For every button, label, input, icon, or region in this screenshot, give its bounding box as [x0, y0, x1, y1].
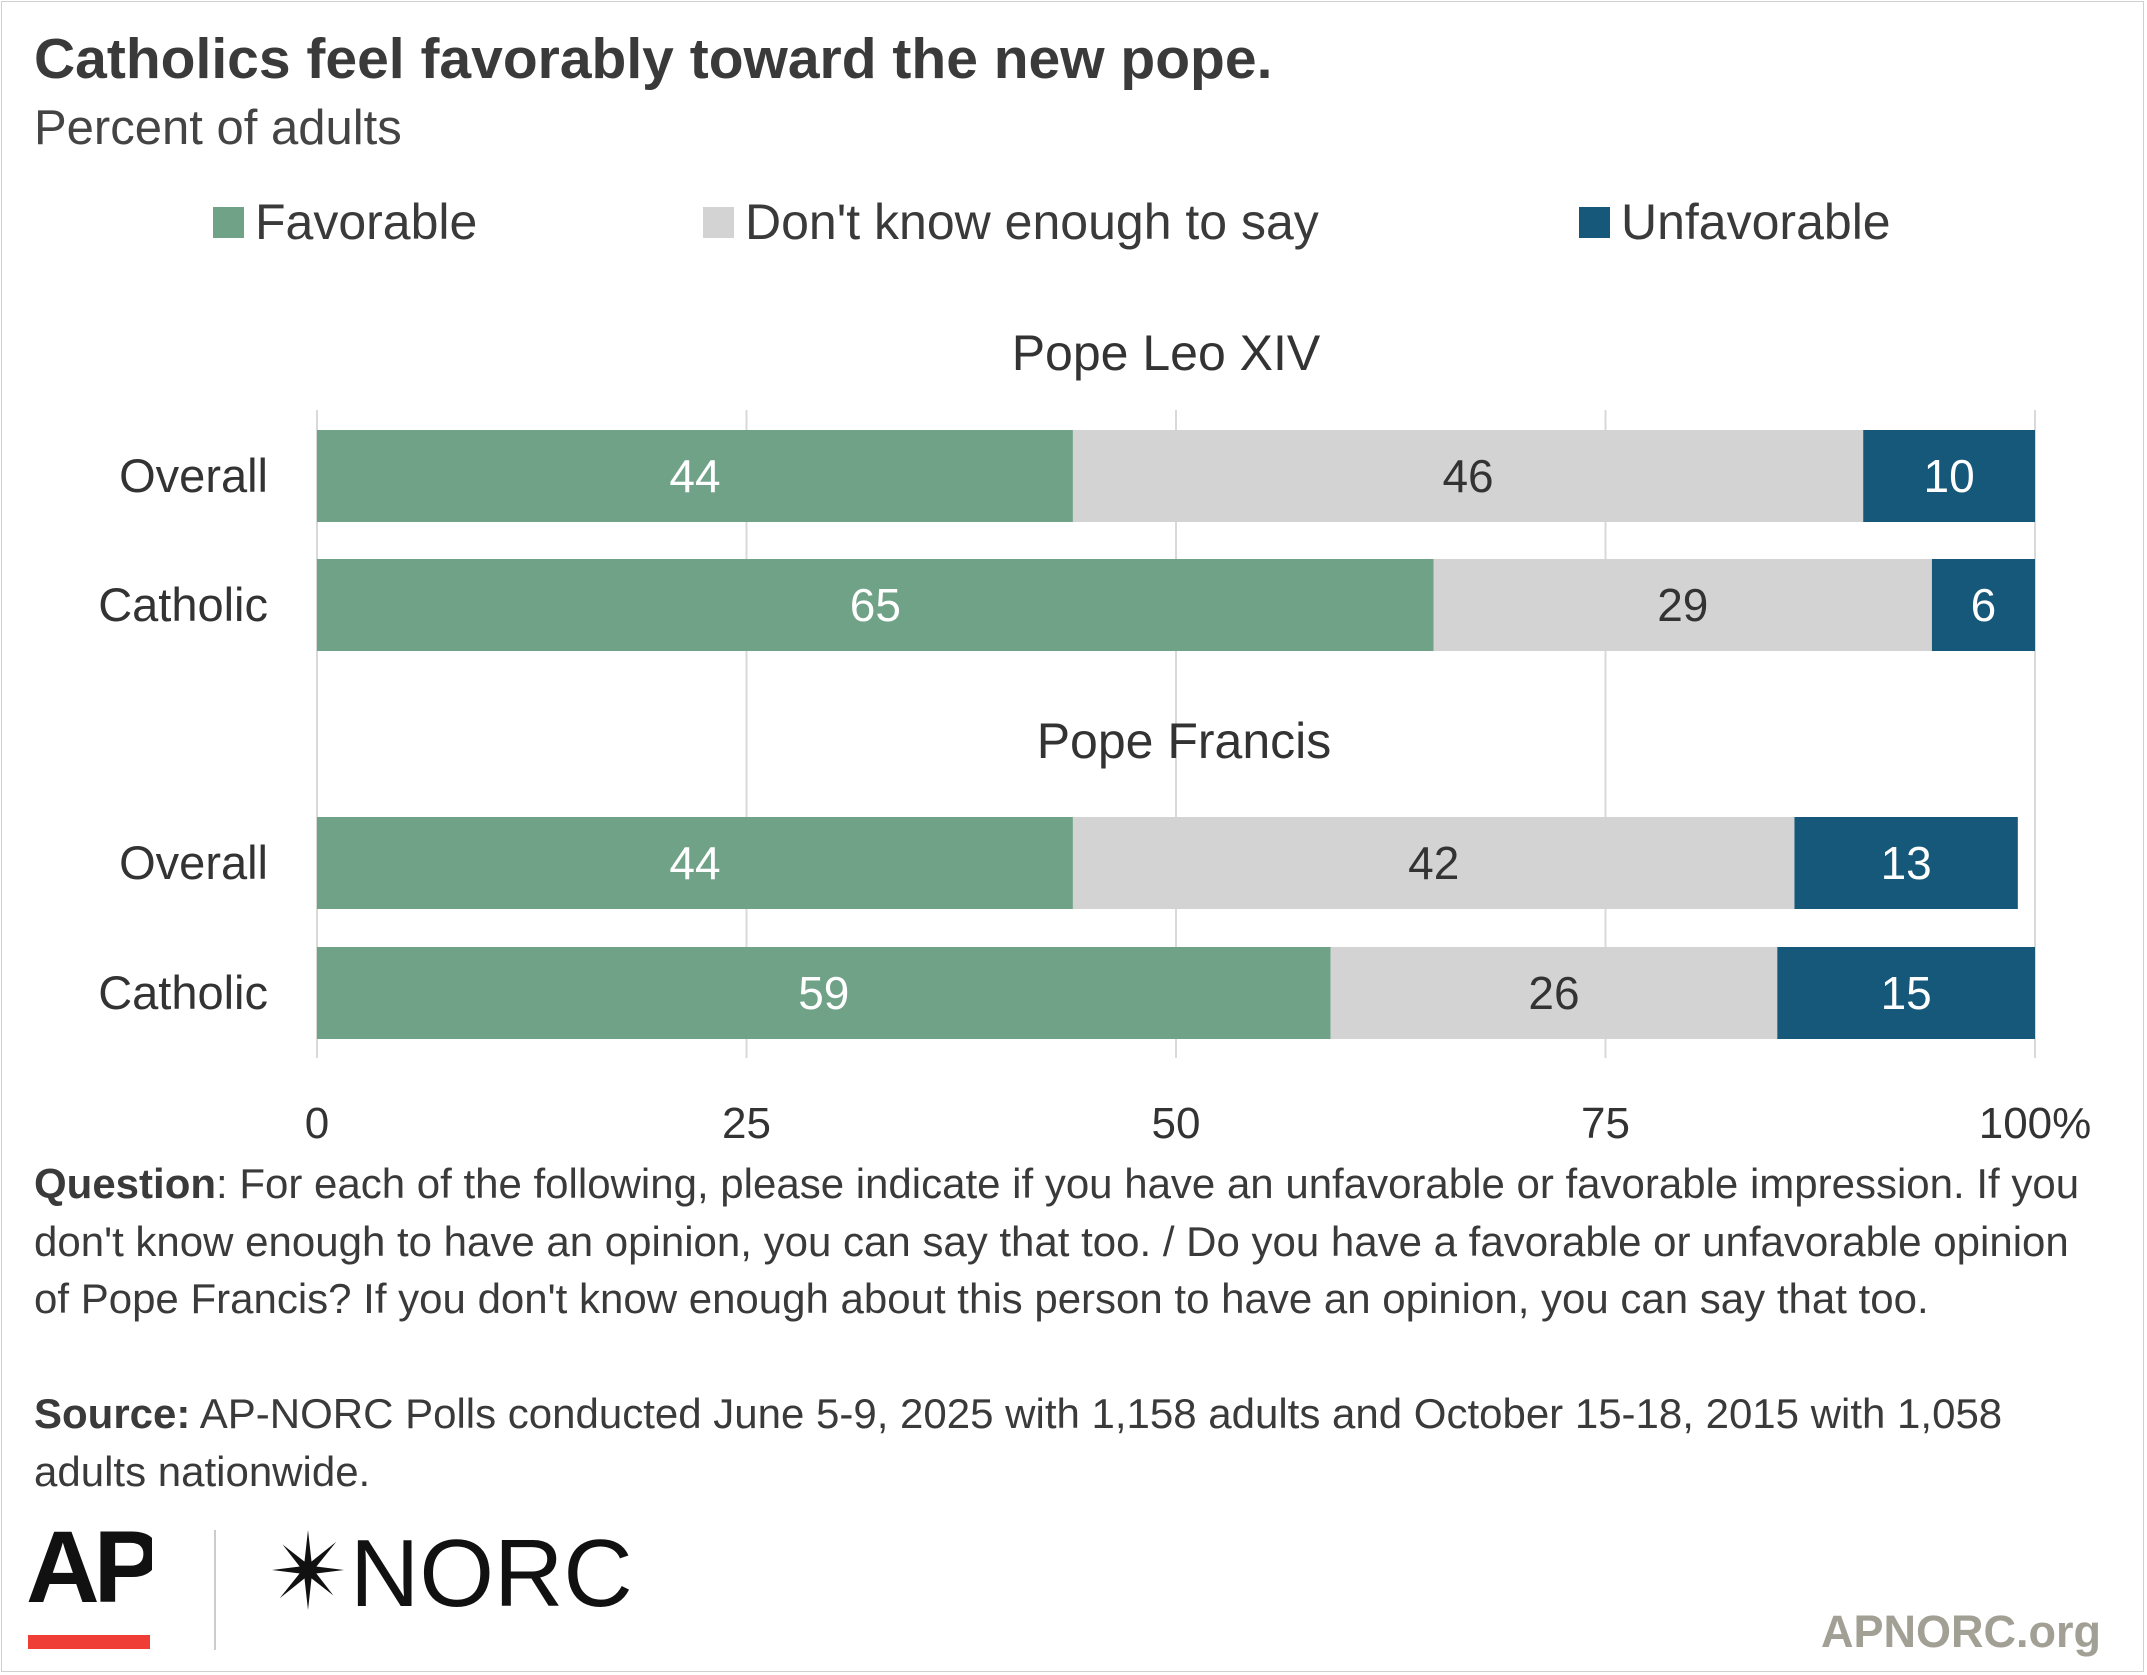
question-text: : For each of the following, please indi…	[34, 1160, 2080, 1322]
legend-swatch-unfavorable	[1579, 206, 1610, 238]
legend-item-unfavorable: Unfavorable	[1579, 192, 1891, 252]
legend-swatch-dont-know	[703, 206, 734, 238]
data-label-dont-know: 29	[1657, 579, 1708, 631]
apnorc-url: APNORC.org	[1821, 1606, 2101, 1657]
source-label: Source:	[34, 1390, 191, 1437]
question-label: Question	[34, 1160, 217, 1207]
x-tick-label: 100%	[1979, 1099, 2092, 1148]
x-tick-label: 25	[722, 1099, 771, 1148]
ap-logo-text: AP	[26, 1515, 152, 1624]
bar-segment-unfavorable	[1794, 817, 2018, 909]
row-label: Catholic	[98, 966, 268, 1019]
bar-segment-favorable	[317, 559, 1434, 651]
data-label-unfavorable: 15	[1881, 967, 1932, 1019]
legend-label-favorable: Favorable	[255, 194, 478, 250]
data-label-favorable: 65	[850, 579, 901, 631]
source-text: AP-NORC Polls conducted June 5-9, 2025 w…	[34, 1390, 2003, 1495]
x-tick-label: 50	[1152, 1099, 1201, 1148]
data-label-dont-know: 46	[1442, 450, 1493, 502]
chart-subtitle: Percent of adults	[34, 101, 402, 155]
norc-logo: NORC	[272, 1520, 633, 1615]
legend-swatch-favorable	[213, 206, 244, 238]
norc-logo-text: NORC	[350, 1520, 633, 1615]
data-label-dont-know: 42	[1408, 837, 1459, 889]
bar-segment-unfavorable	[1777, 947, 2035, 1039]
four-point-star-icon	[272, 1530, 344, 1610]
chart-title: Catholics feel favorably toward the new …	[34, 27, 1273, 91]
legend-item-dont-know: Don't know enough to say	[703, 192, 1319, 252]
row-label: Overall	[119, 836, 268, 889]
bar-segment-unfavorable	[1863, 430, 2035, 522]
legend-label-dont-know: Don't know enough to say	[745, 194, 1319, 250]
ap-logo-bar	[28, 1635, 150, 1649]
stacked-bar-chart: 0 25 50 75 100% Pope Leo XIV Overall 44 46 10 Cath…	[98, 325, 2092, 1148]
bar-segment-dont-know	[1072, 817, 1795, 909]
row-label: Overall	[119, 449, 268, 502]
source-note: Source: AP-NORC Polls conducted June 5-9…	[34, 1385, 2114, 1500]
x-tick-label: 0	[305, 1099, 329, 1148]
data-label-favorable: 44	[669, 450, 720, 502]
bar-segment-favorable	[317, 430, 1073, 522]
data-label-unfavorable: 10	[1924, 450, 1975, 502]
bar-segment-dont-know	[1433, 559, 1932, 651]
legend-item-favorable: Favorable	[213, 192, 477, 252]
data-label-unfavorable: 6	[1971, 579, 1997, 631]
data-label-unfavorable: 13	[1881, 837, 1932, 889]
data-label-favorable: 59	[798, 967, 849, 1019]
group-title: Pope Francis	[1037, 713, 1332, 769]
data-label-favorable: 44	[669, 837, 720, 889]
bar-segment-dont-know	[1072, 430, 1864, 522]
bar-segment-favorable	[317, 817, 1073, 909]
ap-logo: AP	[26, 1515, 152, 1649]
bar-segment-dont-know	[1330, 947, 1778, 1039]
legend-label-unfavorable: Unfavorable	[1621, 194, 1891, 250]
group-title: Pope Leo XIV	[1012, 325, 1321, 381]
bar-segment-favorable	[317, 947, 1331, 1039]
bar-segment-unfavorable	[1931, 559, 2035, 651]
x-tick-label: 75	[1581, 1099, 1630, 1148]
question-note: Question: For each of the following, ple…	[34, 1155, 2114, 1328]
logo-divider	[214, 1530, 216, 1650]
data-label-dont-know: 26	[1528, 967, 1579, 1019]
row-label: Catholic	[98, 578, 268, 631]
